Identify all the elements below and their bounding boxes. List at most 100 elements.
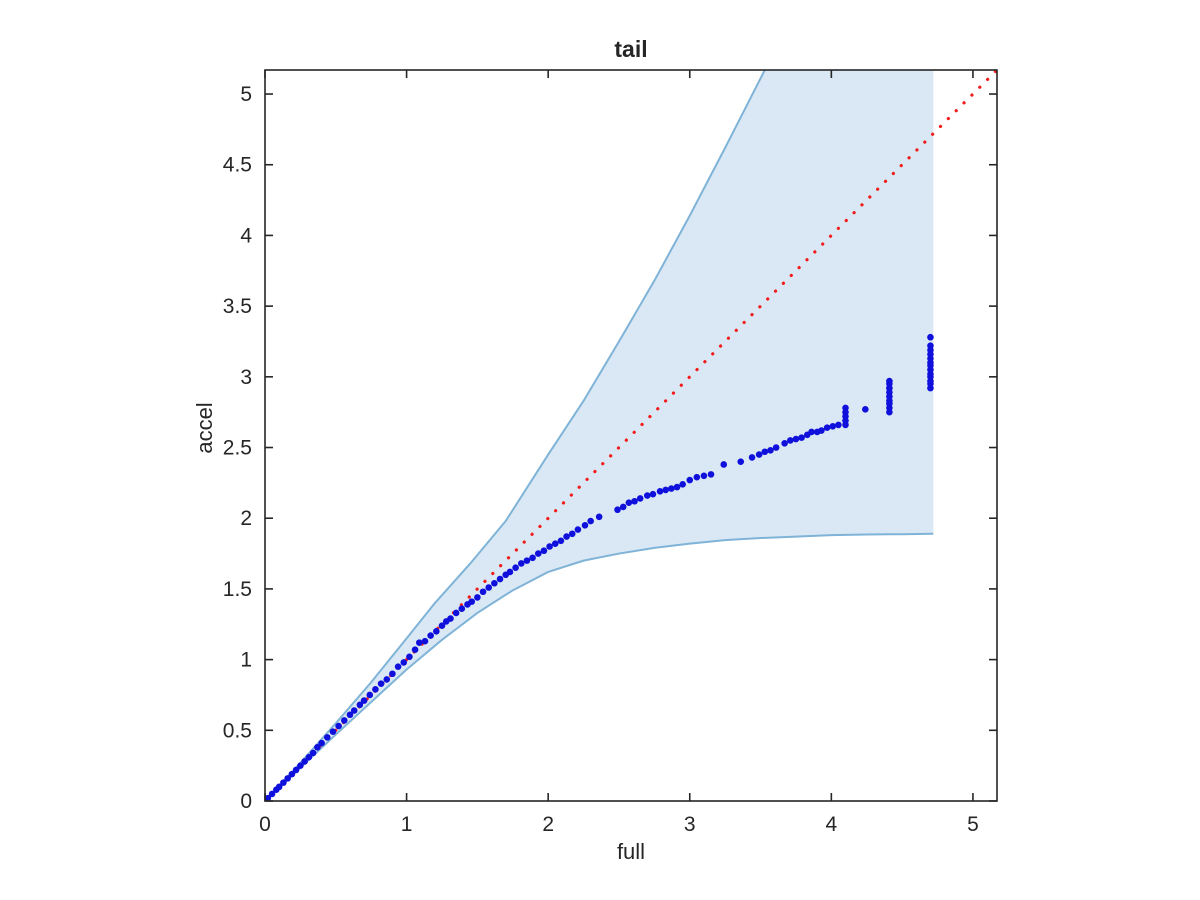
scatter-point: [668, 485, 675, 492]
scatter-point: [636, 495, 644, 502]
scatter-point: [679, 480, 686, 488]
scatter-point: [350, 707, 358, 714]
scatter-point: [772, 444, 780, 451]
scatter-point: [720, 461, 728, 468]
scatter-point: [474, 594, 481, 601]
scatter-point: [383, 676, 391, 683]
scatter-point: [927, 342, 934, 350]
chart-title: tail: [614, 36, 647, 62]
band-upper-edge: [265, 70, 766, 801]
x-tick-label: 2: [542, 813, 554, 836]
scatter-point: [656, 488, 664, 495]
scatter-point: [305, 753, 313, 761]
scatter-point: [366, 691, 374, 699]
scatter-point: [268, 790, 276, 798]
scatter-point: [595, 513, 603, 521]
scatter-point: [356, 701, 364, 709]
scatter-point: [523, 557, 531, 564]
scatter-point: [468, 598, 476, 605]
scatter-point: [506, 568, 514, 576]
scatter-point: [649, 490, 657, 498]
scatter-point: [314, 743, 321, 751]
scatter-point: [346, 711, 354, 719]
scatter-point: [619, 503, 627, 511]
scatter-point: [748, 454, 756, 461]
scatter-point: [335, 722, 342, 730]
scatter-point: [301, 758, 308, 765]
scatter-point: [292, 766, 300, 774]
scatter-point: [479, 588, 487, 596]
scatter-point: [389, 670, 396, 678]
scatter-point: [512, 564, 519, 572]
y-axis-label: accel: [192, 402, 217, 453]
scatter-point: [517, 560, 525, 567]
scatter-point: [829, 423, 837, 430]
scatter-point: [587, 517, 594, 525]
scatter-point: [447, 615, 454, 622]
scatter-point: [614, 506, 621, 514]
tick-labels: 0 1 2 3 4 5 0 0.5 1 1.5 2 2.5 3 3.5 4 4.5 5: [223, 83, 979, 836]
scatter-point: [835, 421, 842, 429]
scatter-point: [297, 762, 304, 769]
y-tick-label: 1: [240, 649, 252, 672]
scatter-point: [767, 447, 774, 454]
scatter-point: [372, 685, 379, 693]
x-tick-label: 4: [826, 813, 838, 836]
scatter-point: [427, 632, 434, 639]
x-axis-label: full: [617, 839, 645, 864]
scatter-point: [318, 739, 325, 747]
scatter-point: [693, 473, 701, 481]
scatter-point: [377, 680, 385, 687]
scatter-point: [546, 543, 553, 550]
scatter-point: [886, 377, 893, 385]
scatter-point: [786, 437, 794, 444]
x-tick-label: 0: [259, 813, 271, 836]
x-tick-label: 3: [684, 813, 696, 836]
axes-frame: [264, 69, 998, 802]
y-tick-label: 1.5: [223, 578, 252, 601]
scatter-point: [563, 533, 570, 540]
plot-render-root: 0 1 2 3 4 5 0 0.5 1 1.5 2 2.5 3 3.5 4 4.5 5: [223, 69, 998, 836]
scatter-point: [574, 526, 582, 533]
scatter-point: [458, 605, 466, 613]
scatter-point: [643, 492, 651, 499]
scatter-point: [275, 783, 283, 791]
scatter-point: [625, 499, 633, 506]
axes-box: [264, 69, 998, 802]
scatter-point: [309, 749, 317, 757]
scatter-point: [842, 404, 849, 412]
scatter-point: [818, 427, 825, 434]
scatter-point: [798, 434, 805, 441]
scatter-point: [700, 472, 708, 480]
x-tick-label: 1: [401, 813, 413, 836]
scatter-point: [631, 497, 638, 505]
scatter-point: [673, 483, 681, 491]
y-tick-label: 0.5: [223, 719, 252, 742]
scatter-point: [288, 770, 296, 778]
scatter-point: [761, 448, 769, 456]
scatter-series: [265, 333, 934, 801]
y-tick-label: 0: [240, 790, 252, 813]
scatter-point: [686, 476, 694, 484]
scatter-point: [581, 521, 589, 529]
scatter-point: [551, 540, 559, 547]
scatter-point: [421, 637, 429, 645]
scatter-point: [496, 575, 504, 583]
scatter-point: [411, 646, 419, 654]
scatter-point: [416, 639, 423, 646]
scatter-point: [360, 697, 368, 704]
scatter-point: [540, 547, 548, 555]
scatter-point: [737, 458, 745, 465]
y-tick-label: 4: [240, 224, 252, 247]
scatter-point: [438, 622, 446, 629]
scatter-point: [280, 779, 287, 786]
scatter-point: [400, 659, 408, 666]
y-tick-label: 3: [240, 366, 252, 389]
x-tick-label: 5: [967, 813, 979, 836]
y-tick-label: 2.5: [223, 437, 252, 460]
plot-area: [265, 70, 997, 801]
scatter-point: [485, 584, 493, 591]
scatter-point: [792, 435, 800, 443]
